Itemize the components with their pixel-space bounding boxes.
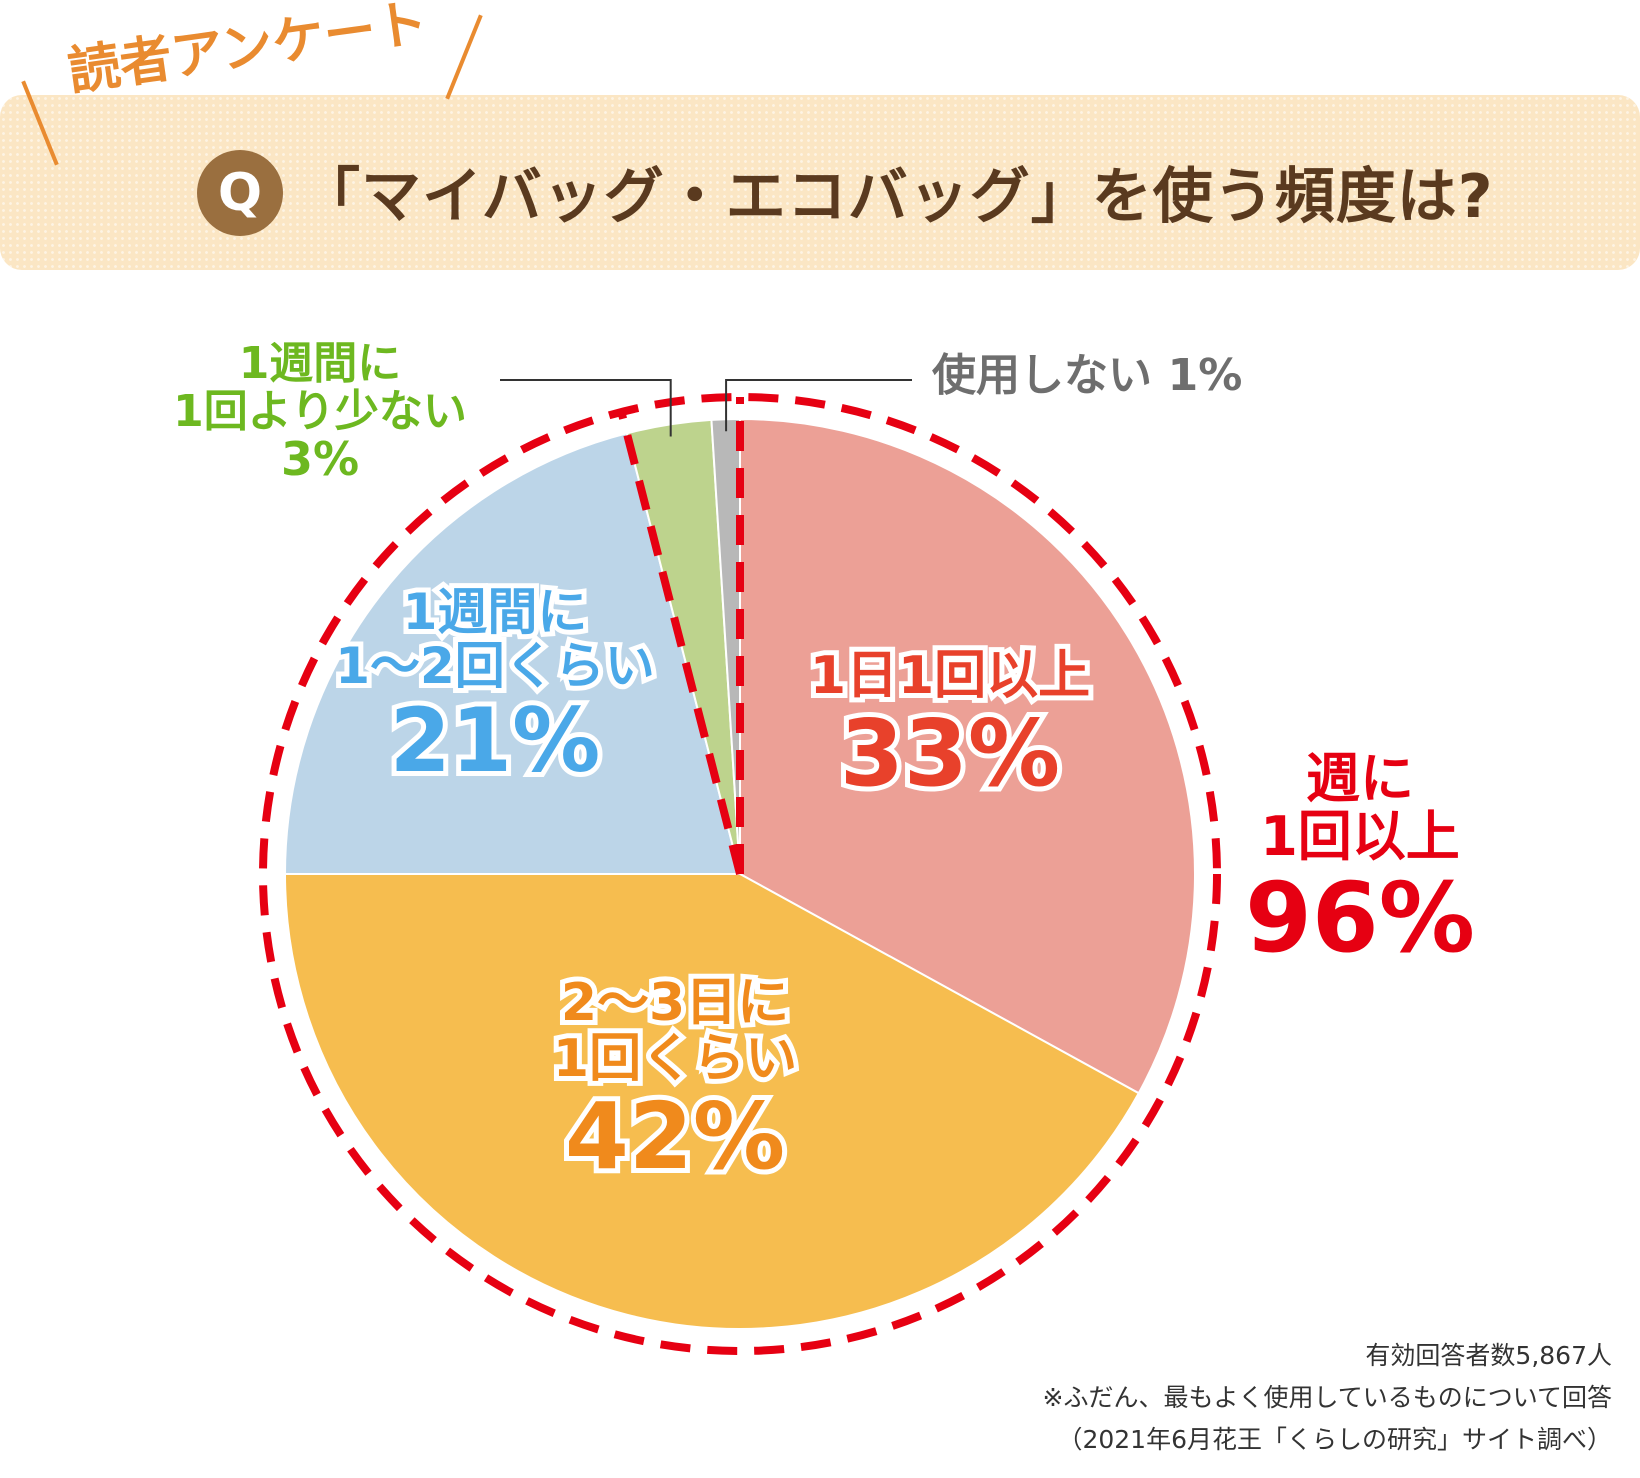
label-2-3days-line2: 1回くらい <box>548 1026 802 1092</box>
group-boundary-end <box>617 410 744 875</box>
label-weekly-group: 週に 1回以上 96% <box>1240 747 1480 974</box>
label-weekly-1-2-line2: 1〜2回くらい <box>330 634 660 698</box>
question-title: 「マイバッグ・エコバッグ」を使う頻度は? <box>300 162 1494 232</box>
slice-weekly-1-2 <box>283 432 742 875</box>
label-2-3days-line1: 2〜3日に <box>556 970 794 1036</box>
label-weekly-1-2-line1: 1週間に <box>398 580 593 644</box>
label-weekly-group-value: 96% <box>1245 861 1475 974</box>
question-banner <box>0 95 1640 270</box>
note-respondents: 有効回答者数5,867人 <box>1365 1341 1612 1370</box>
label-less-weekly: 1週間に 1回より少ない 3% <box>150 335 490 489</box>
label-less-weekly-line1: 1週間に <box>234 335 407 392</box>
label-daily-text: 1日1回以上 <box>805 643 1095 709</box>
note-basis: ※ふだん、最もよく使用しているものについて回答 <box>1042 1383 1612 1412</box>
label-weekly-group-line2: 1回以上 <box>1260 805 1460 869</box>
label-never: 使用しない 1% <box>927 347 1248 405</box>
label-less-weekly-line2: 1回より少ない <box>168 383 472 440</box>
slice-2-3days <box>283 873 1141 1330</box>
label-weekly-1-2-value: 21% <box>385 688 606 793</box>
leader-less-weekly <box>500 379 672 437</box>
label-never-text: 使用しない <box>927 347 1157 405</box>
label-2-3days-value: 42% <box>560 1082 790 1192</box>
slice-daily <box>739 417 1196 1095</box>
label-2-3days: 2〜3日に 1回くらい 42% <box>490 970 860 1192</box>
label-less-weekly-value: 3% <box>276 429 364 488</box>
note-source: （2021年6月花王「くらしの研究」サイト調べ） <box>1057 1425 1612 1454</box>
label-daily: 1日1回以上 33% <box>790 643 1110 809</box>
weekly-group-ring <box>259 393 1221 1355</box>
label-never-value: 1% <box>1163 347 1248 405</box>
leader-never <box>725 379 912 432</box>
label-weekly-1-2: 1週間に 1〜2回くらい 21% <box>300 580 690 793</box>
label-daily-value: 33% <box>835 699 1065 809</box>
label-weekly-group-line1: 週に <box>1306 747 1414 810</box>
q-badge: Q <box>197 150 283 236</box>
